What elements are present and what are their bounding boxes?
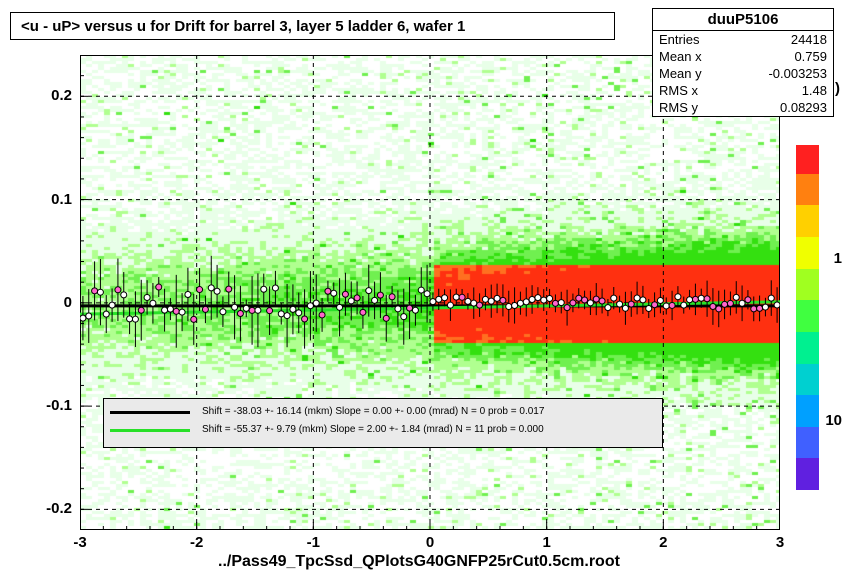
y-tick-label: -0.2 <box>12 500 72 517</box>
colorbar-segment <box>796 269 819 301</box>
colorbar-segment <box>796 174 819 206</box>
stats-rmsy-value: 0.08293 <box>780 99 827 116</box>
stats-meanx-label: Mean x <box>659 48 702 65</box>
stats-rmsx-label: RMS x <box>659 82 698 99</box>
y-tick-label: 0.2 <box>12 87 72 104</box>
colorbar-segment <box>796 145 819 174</box>
colorbar-tick-label: 1 <box>834 250 842 267</box>
y-tick-label: 0.1 <box>12 191 72 208</box>
stats-meanx-value: 0.759 <box>794 48 827 65</box>
y-tick-label: 0 <box>12 294 72 311</box>
stats-meany-row: Mean y -0.003253 <box>653 65 833 82</box>
stats-rmsy-row: RMS y 0.08293 <box>653 99 833 116</box>
page-root: <u - uP> versus u for Drift for barrel 3… <box>0 0 844 575</box>
x-tick-label: 3 <box>765 534 795 551</box>
stats-meany-value: -0.003253 <box>768 65 827 82</box>
plot-area <box>80 55 780 530</box>
chart-title-box: <u - uP> versus u for Drift for barrel 3… <box>10 12 615 40</box>
colorbar-segment <box>796 395 819 427</box>
stats-meany-label: Mean y <box>659 65 702 82</box>
stats-rmsx-value: 1.48 <box>802 82 827 99</box>
fit-label: Shift = -55.37 +- 9.79 (mkm) Slope = 2.0… <box>202 421 544 439</box>
colorbar-segment <box>796 458 819 490</box>
fit-legend-row: Shift = -55.37 +- 9.79 (mkm) Slope = 2.0… <box>110 421 656 439</box>
stats-entries-label: Entries <box>659 31 699 48</box>
heatmap-canvas <box>80 55 780 530</box>
stats-box: duuP5106 Entries 24418 Mean x 0.759 Mean… <box>652 8 834 117</box>
stats-meanx-row: Mean x 0.759 <box>653 48 833 65</box>
colorbar-tick-label: 10 <box>825 412 842 429</box>
colorbar <box>796 145 819 490</box>
fit-label: Shift = -38.03 +- 16.14 (mkm) Slope = 0.… <box>202 403 544 421</box>
colorbar-segment <box>796 364 819 396</box>
fit-swatch <box>110 429 190 432</box>
fit-swatch <box>110 411 190 414</box>
colorbar-segment <box>796 427 819 459</box>
x-tick-label: 1 <box>532 534 562 551</box>
chart-title: <u - uP> versus u for Drift for barrel 3… <box>21 18 465 35</box>
x-tick-label: -2 <box>182 534 212 551</box>
fit-legend-row: Shift = -38.03 +- 16.14 (mkm) Slope = 0.… <box>110 403 656 421</box>
x-tick-label: -1 <box>298 534 328 551</box>
stats-entries-value: 24418 <box>791 31 827 48</box>
colorbar-segment <box>796 237 819 269</box>
x-tick-label: -3 <box>65 534 95 551</box>
stats-name: duuP5106 <box>653 9 833 31</box>
stats-rmsy-label: RMS y <box>659 99 698 116</box>
x-tick-label: 0 <box>415 534 445 551</box>
fit-legend-box: Shift = -38.03 +- 16.14 (mkm) Slope = 0.… <box>103 398 663 448</box>
x-tick-label: 2 <box>648 534 678 551</box>
colorbar-extra-label: ) <box>835 80 840 97</box>
stats-rmsx-row: RMS x 1.48 <box>653 82 833 99</box>
colorbar-segment <box>796 332 819 364</box>
colorbar-segment <box>796 205 819 237</box>
y-tick-label: -0.1 <box>12 397 72 414</box>
stats-entries-row: Entries 24418 <box>653 31 833 48</box>
footer-file-path: ../Pass49_TpcSsd_QPlotsG40GNFP25rCut0.5c… <box>218 553 620 571</box>
colorbar-segment <box>796 300 819 332</box>
